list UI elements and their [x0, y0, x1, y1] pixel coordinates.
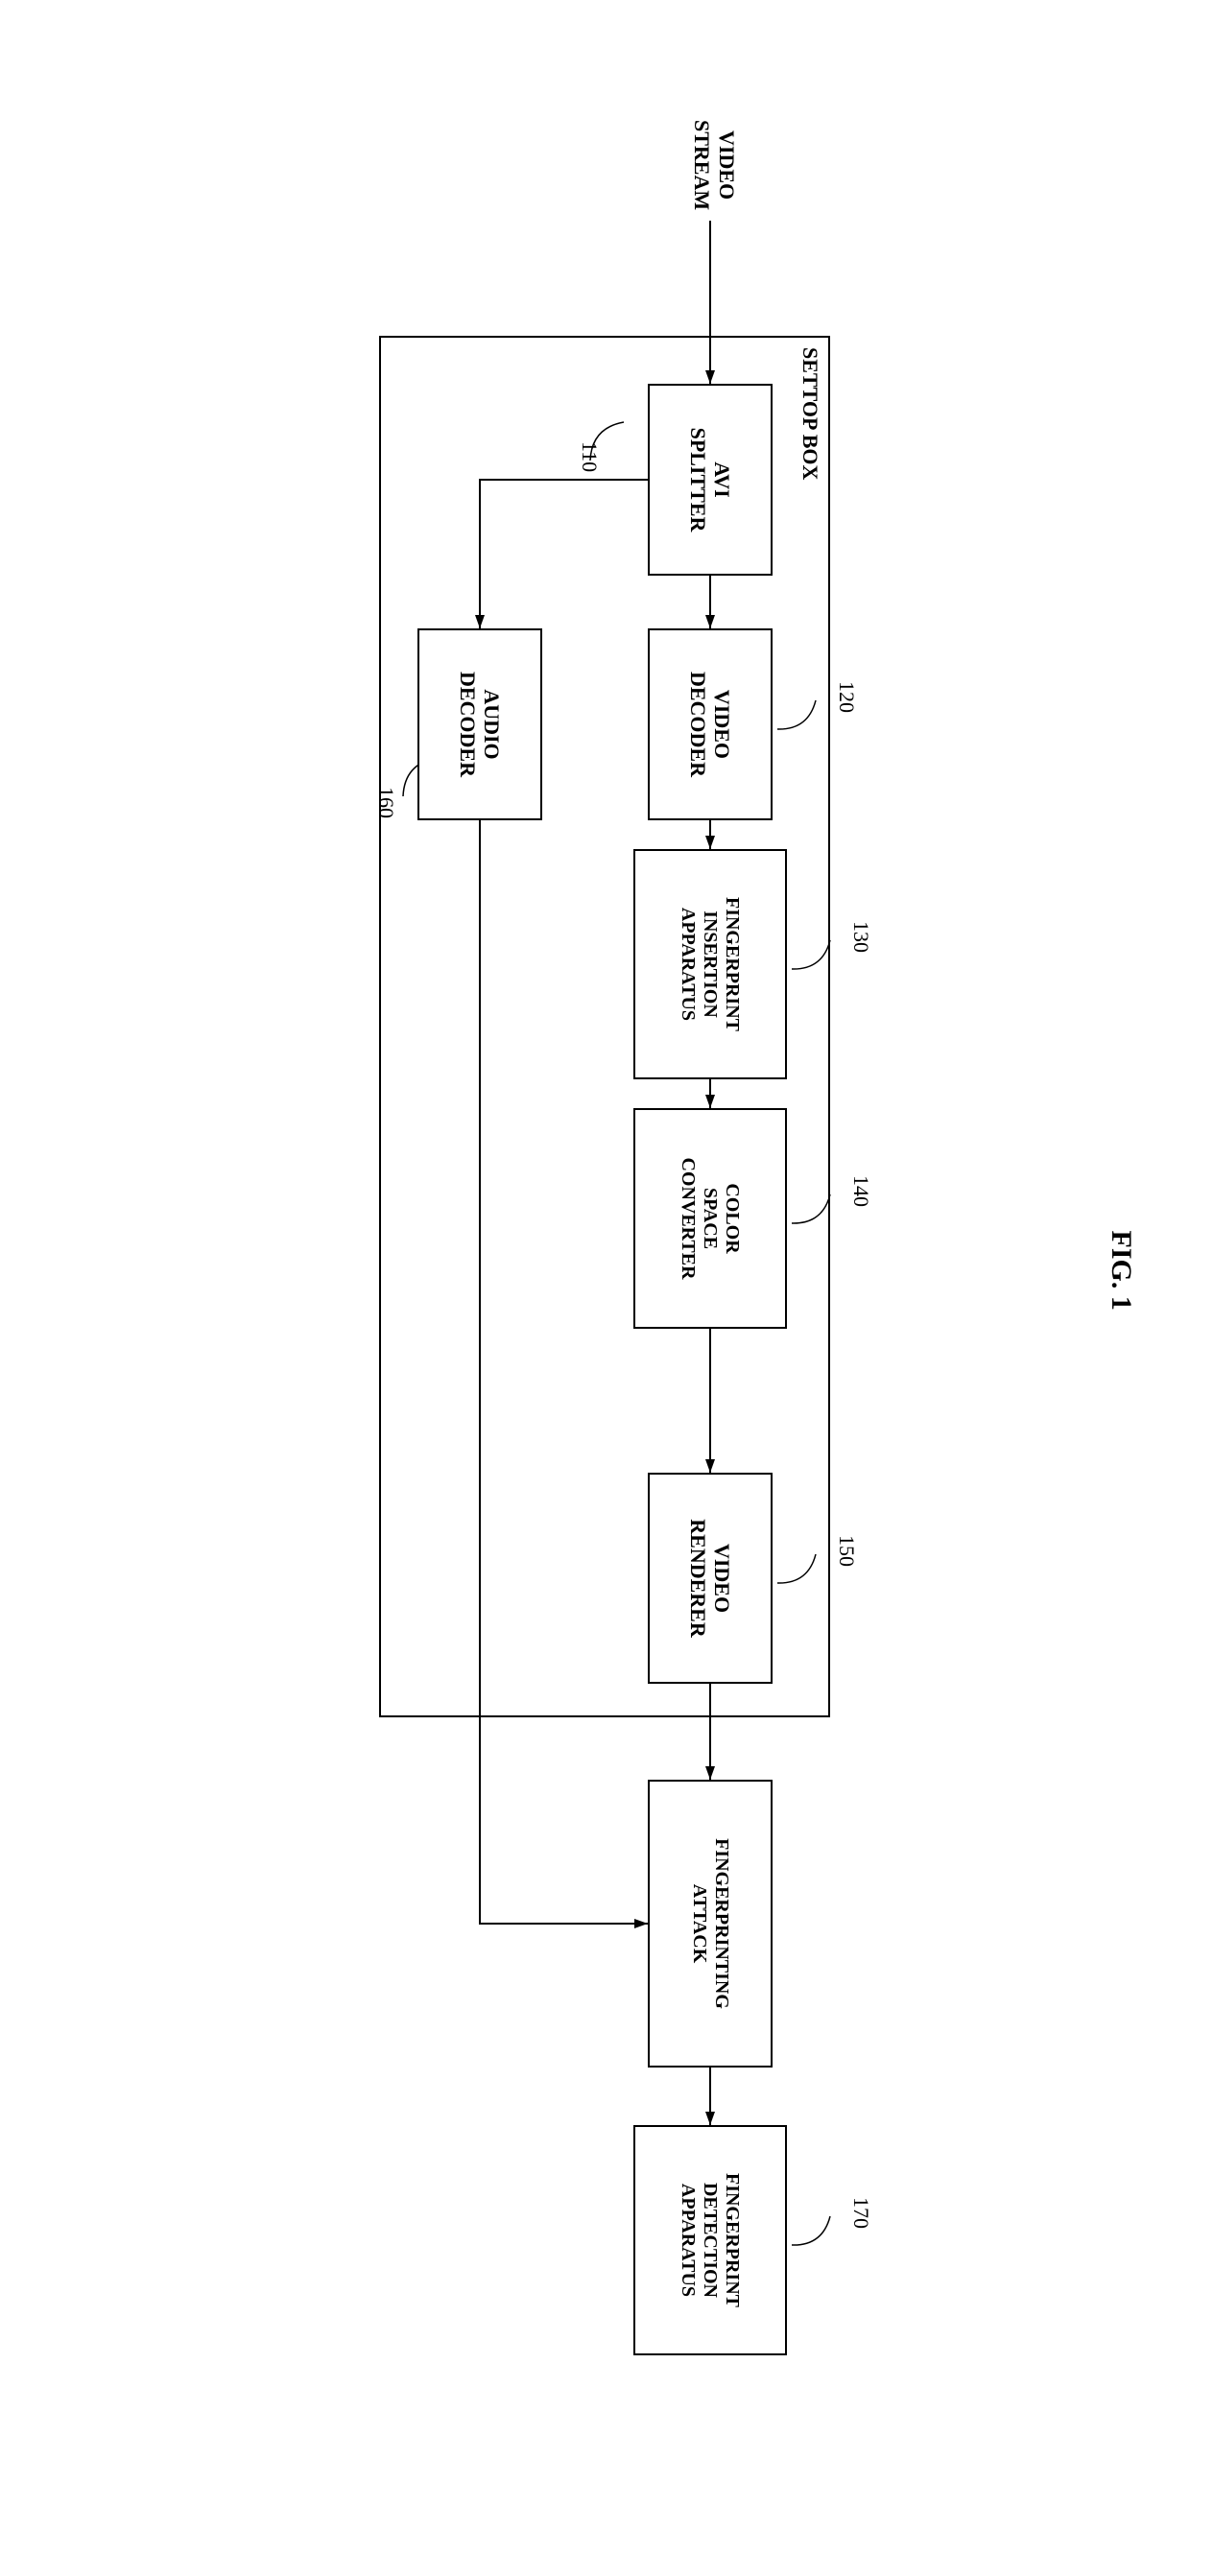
avi-splitter-block: AVI SPLITTER [648, 384, 773, 576]
ref-160: 160 [373, 787, 398, 818]
ref-130: 130 [848, 921, 873, 953]
fingerprinting-attack-block: FINGERPRINTING ATTACK [648, 1780, 773, 2068]
fingerprint-detection-block: FINGERPRINT DETECTION APPARATUS [633, 2125, 787, 2355]
ref-140: 140 [848, 1175, 873, 1207]
figure-title: FIG. 1 [1105, 1231, 1137, 1311]
color-space-converter-block: COLOR SPACE CONVERTER [633, 1108, 787, 1329]
fingerprint-insertion-block: FINGERPRINT INSERTION APPARATUS [633, 849, 787, 1079]
ref-150: 150 [834, 1535, 859, 1567]
ref-120: 120 [834, 681, 859, 713]
settop-box-label: SETTOP BOX [797, 347, 822, 480]
figure-canvas: FIG. 1 SETTOP BOX VIDEO STREAM AVI SPLIT… [19, 38, 1195, 2538]
audio-decoder-block: AUDIO DECODER [417, 628, 542, 820]
ref-170: 170 [848, 2197, 873, 2229]
video-renderer-block: VIDEO RENDERER [648, 1473, 773, 1684]
input-video-stream-label: VIDEO STREAM [689, 120, 739, 210]
video-decoder-block: VIDEO DECODER [648, 628, 773, 820]
ref-110: 110 [577, 441, 602, 472]
